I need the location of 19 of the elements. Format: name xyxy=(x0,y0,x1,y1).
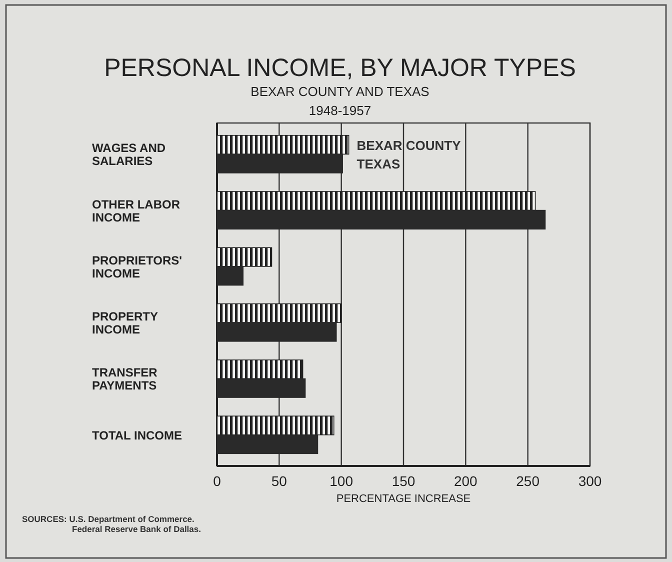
x-tick-label: 100 xyxy=(330,473,354,489)
x-tick-label: 200 xyxy=(454,473,478,489)
series-label: BEXAR COUNTY xyxy=(356,138,462,153)
y-tick-label: TOTAL INCOME xyxy=(92,428,182,442)
y-tick-label: PROPRIETORS' INCOME xyxy=(92,253,182,280)
x-tick-label: 250 xyxy=(516,473,540,489)
y-tick-label: TRANSFER PAYMENTS xyxy=(92,366,158,393)
x-axis-title: PERCENTAGE INCREASE xyxy=(336,493,471,505)
y-tick-label: OTHER LABOR INCOME xyxy=(92,197,180,224)
chart-title: PERSONAL INCOME, BY MAJOR TYPES xyxy=(104,54,576,82)
x-tick-label: 300 xyxy=(578,473,602,489)
y-tick-label: WAGES AND SALARIES xyxy=(92,141,166,168)
x-tick-label: 0 xyxy=(213,473,222,489)
series-label: TEXAS xyxy=(356,156,400,172)
chart-subtitle: BEXAR COUNTY AND TEXAS 1948-1957 xyxy=(250,84,430,118)
x-tick-label: 50 xyxy=(271,473,288,489)
source-note: SOURCES: U.S. Department of Commerce. Federal Reserve Bank of Dallas. xyxy=(22,514,201,534)
x-tick-label: 150 xyxy=(392,473,416,489)
y-tick-label: PROPERTY INCOME xyxy=(92,310,158,337)
